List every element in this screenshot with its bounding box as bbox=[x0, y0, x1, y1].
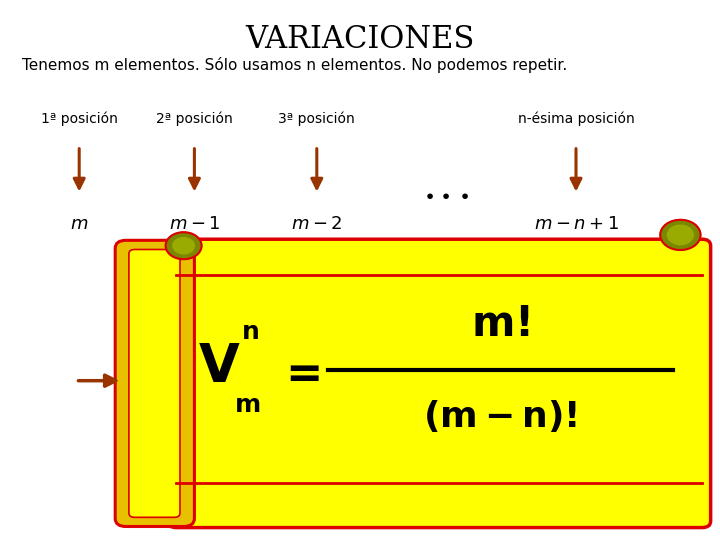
Text: $\mathbf{V}$: $\mathbf{V}$ bbox=[198, 341, 241, 393]
Text: VARIACIONES: VARIACIONES bbox=[246, 24, 474, 55]
Text: $\mathbf{=}$: $\mathbf{=}$ bbox=[277, 351, 320, 394]
Circle shape bbox=[660, 220, 701, 250]
Text: Tenemos m elementos. Sólo usamos n elementos. No podemos repetir.: Tenemos m elementos. Sólo usamos n eleme… bbox=[22, 57, 567, 73]
Text: $\mathbf{m!}$: $\mathbf{m!}$ bbox=[471, 303, 530, 345]
Text: $\mathit{m}$: $\mathit{m}$ bbox=[70, 215, 89, 233]
Text: $\bullet\bullet\bullet$: $\bullet\bullet\bullet$ bbox=[423, 185, 469, 204]
Text: $\mathbf{n}$: $\mathbf{n}$ bbox=[241, 320, 258, 344]
FancyBboxPatch shape bbox=[115, 240, 194, 526]
Circle shape bbox=[166, 232, 202, 259]
Circle shape bbox=[667, 225, 693, 245]
Text: $\mathit{m-2}$: $\mathit{m-2}$ bbox=[291, 215, 343, 233]
Text: 3ª posición: 3ª posición bbox=[279, 112, 355, 126]
FancyBboxPatch shape bbox=[168, 239, 711, 528]
Text: $\mathit{m-n+1}$: $\mathit{m-n+1}$ bbox=[534, 215, 618, 233]
Text: 2ª posición: 2ª posición bbox=[156, 112, 233, 126]
Text: $\mathbf{(m-n)!}$: $\mathbf{(m-n)!}$ bbox=[423, 398, 577, 434]
Text: 1ª posición: 1ª posición bbox=[41, 112, 117, 126]
Text: $\mathbf{m}$: $\mathbf{m}$ bbox=[234, 393, 260, 417]
Text: n-ésima posición: n-ésima posición bbox=[518, 112, 634, 126]
FancyBboxPatch shape bbox=[129, 249, 180, 517]
Text: $\mathit{m-1}$: $\mathit{m-1}$ bbox=[168, 215, 220, 233]
Circle shape bbox=[173, 238, 194, 254]
